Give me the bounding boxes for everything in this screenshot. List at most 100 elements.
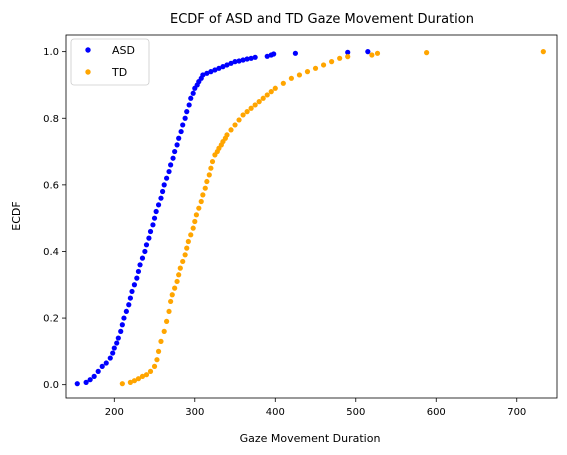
point-asd	[131, 282, 138, 288]
point-td	[176, 272, 182, 278]
point-asd	[182, 115, 188, 121]
legend-label-asd: ASD	[112, 44, 135, 57]
point-asd	[139, 255, 146, 261]
point-asd	[190, 90, 196, 96]
point-asd	[155, 202, 162, 208]
point-td	[268, 89, 274, 95]
point-td	[224, 132, 230, 138]
point-td	[288, 75, 294, 81]
point-td	[272, 85, 278, 91]
point-asd	[240, 57, 246, 63]
legend: ASD TD	[70, 38, 150, 86]
point-td	[304, 69, 311, 75]
point-td	[424, 50, 430, 56]
point-td	[280, 80, 286, 86]
point-td	[188, 232, 194, 238]
point-td	[164, 318, 170, 324]
point-asd	[153, 208, 159, 215]
point-asd	[236, 58, 242, 64]
point-asd	[264, 53, 270, 59]
point-td	[329, 59, 335, 65]
point-td	[180, 258, 186, 265]
legend-marker-td	[85, 69, 91, 75]
point-td	[345, 54, 351, 60]
point-td	[256, 99, 262, 105]
legend-box	[70, 38, 150, 86]
y-tick-label: 0.2	[43, 314, 59, 325]
x-axis-label: Gaze Movement Duration	[240, 432, 381, 445]
point-asd	[103, 360, 109, 366]
point-asd	[184, 109, 190, 115]
point-asd	[114, 340, 120, 346]
point-asd	[224, 62, 230, 68]
point-td	[127, 379, 133, 385]
y-tick-label: 0.6	[43, 180, 59, 191]
point-asd	[119, 322, 125, 328]
point-asd	[99, 363, 105, 369]
point-td	[154, 357, 160, 363]
point-td	[158, 338, 164, 344]
point-td	[161, 328, 167, 334]
point-asd	[137, 262, 143, 268]
point-asd	[150, 222, 156, 228]
legend-label-td: TD	[111, 66, 127, 79]
point-td	[202, 185, 208, 191]
y-tick-label: 1.0	[43, 47, 59, 58]
point-td	[135, 376, 142, 382]
point-td	[232, 122, 238, 128]
point-asd	[123, 308, 129, 315]
point-asd	[170, 155, 176, 161]
y-tick-label: 0.0	[43, 380, 59, 391]
point-td	[182, 252, 188, 258]
point-asd	[127, 295, 133, 301]
point-asd	[186, 102, 192, 108]
point-asd	[118, 328, 124, 334]
point-asd	[164, 175, 170, 181]
point-td	[151, 363, 158, 369]
y-axis-label: ECDF	[10, 201, 23, 230]
point-td	[196, 205, 202, 211]
point-td	[209, 158, 216, 165]
point-td	[184, 245, 190, 251]
point-asd	[146, 235, 152, 241]
point-td	[264, 92, 270, 98]
point-td	[312, 65, 319, 71]
point-asd	[87, 377, 93, 383]
point-asd	[244, 56, 250, 62]
chart-title: ECDF of ASD and TD Gaze Movement Duratio…	[170, 12, 474, 27]
point-td	[248, 105, 254, 111]
y-tick-label: 0.8	[43, 114, 59, 125]
point-td	[240, 112, 246, 118]
point-asd	[212, 67, 218, 73]
plot-area	[74, 49, 546, 387]
point-asd	[232, 59, 238, 65]
point-asd	[172, 148, 178, 155]
point-td	[198, 198, 204, 205]
point-td	[166, 308, 172, 315]
point-asd	[168, 162, 174, 168]
point-asd	[204, 70, 210, 76]
point-td	[174, 278, 180, 285]
axis-ticks: 200 300 400 500 600 700 0.0 0.2 0.4 0.6 0.8 1.0	[43, 47, 526, 418]
x-tick-label: 300	[185, 407, 204, 418]
point-asd	[174, 142, 180, 148]
point-asd	[345, 49, 351, 55]
point-td	[260, 95, 266, 101]
point-td	[369, 52, 375, 58]
x-tick-label: 400	[266, 407, 285, 418]
point-asd	[188, 95, 194, 101]
point-asd	[200, 72, 206, 78]
point-asd	[143, 242, 150, 248]
point-td	[119, 381, 125, 387]
point-asd	[91, 373, 97, 379]
point-td	[206, 172, 212, 178]
point-asd	[220, 64, 226, 70]
x-tick-label: 700	[507, 407, 526, 418]
point-asd	[365, 49, 371, 55]
point-asd	[161, 182, 167, 188]
point-asd	[208, 69, 214, 75]
x-tick-label: 200	[105, 407, 124, 418]
point-asd	[142, 248, 148, 255]
point-td	[236, 117, 242, 123]
